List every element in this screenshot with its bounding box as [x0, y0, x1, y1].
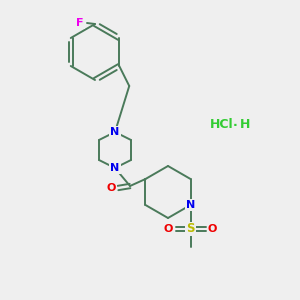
Text: O: O [208, 224, 217, 234]
Text: HCl: HCl [210, 118, 234, 131]
Text: N: N [110, 163, 120, 173]
Text: S: S [186, 223, 195, 236]
Text: N: N [110, 127, 120, 137]
Text: N: N [186, 200, 195, 210]
Text: O: O [164, 224, 173, 234]
Text: O: O [106, 183, 116, 193]
Text: H: H [240, 118, 250, 131]
Text: F: F [76, 18, 84, 28]
Text: ·: · [233, 118, 238, 131]
